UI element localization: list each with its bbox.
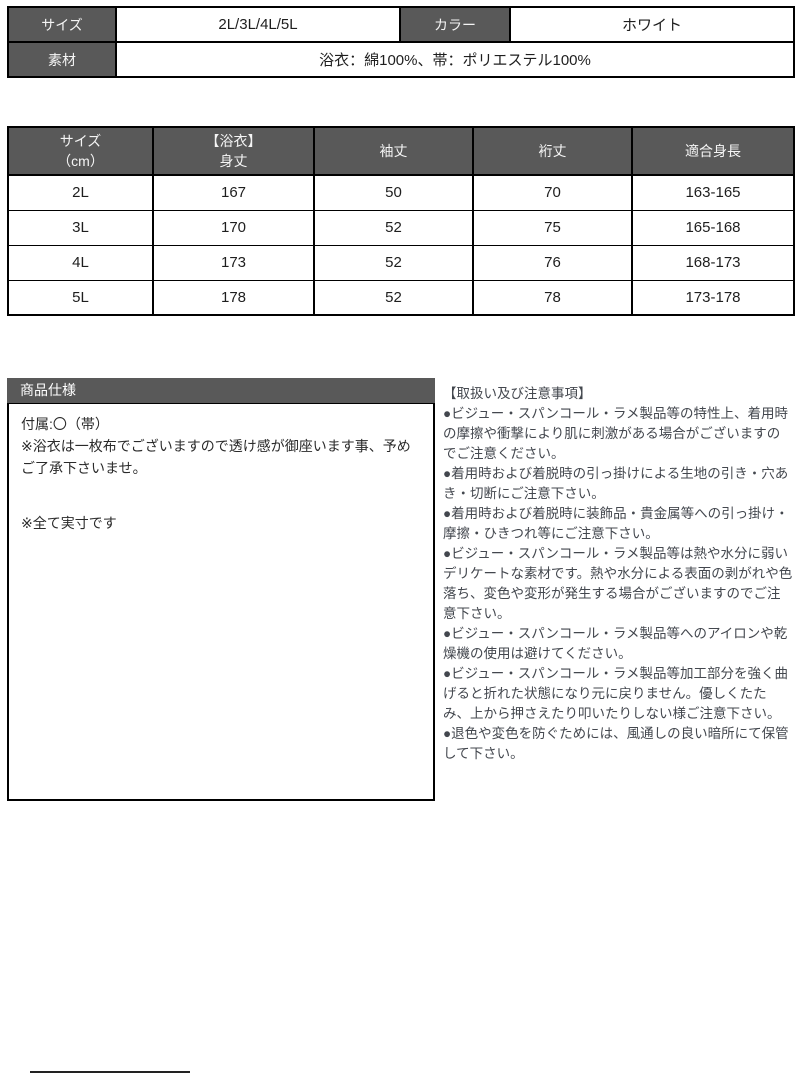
- cell-sodetake: 50: [313, 174, 474, 211]
- table-row: 素材 浴衣：綿100%、帯：ポリエステル100%: [7, 41, 795, 78]
- cell-yukitake: 70: [472, 174, 633, 211]
- size-value-cell: 2L/3L/4L/5L: [115, 6, 401, 43]
- spec-summary-table: サイズ 2L/3L/4L/5L カラー ホワイト 素材 浴衣：綿100%、帯：ポ…: [7, 6, 795, 78]
- material-value-cell: 浴衣：綿100%、帯：ポリエステル100%: [115, 41, 795, 78]
- handling-note-item: ●退色や変色を防ぐためには、風通しの良い暗所にて保管して下さい。: [443, 726, 789, 761]
- cell-size: 4L: [7, 244, 154, 281]
- handling-note-item: ●ビジュー・スパンコール・ラメ製品等は熱や水分に弱いデリケートな素材です。熱や水…: [443, 546, 793, 621]
- spec-line-measurements: ※全て実寸です: [21, 515, 117, 531]
- bottom-section: 商品仕様 付属:〇（帯） ※浴衣は一枚布でございますので透け感が御座います事、予…: [7, 378, 793, 801]
- color-label-cell: カラー: [399, 6, 511, 43]
- handling-note-item: ●ビジュー・スパンコール・ラメ製品等へのアイロンや乾燥機の使用は避けてください。: [443, 626, 788, 661]
- cell-size: 5L: [7, 279, 154, 316]
- material-label-cell: 素材: [7, 41, 117, 78]
- cell-fit-height: 165-168: [631, 209, 795, 246]
- cell-fit-height: 163-165: [631, 174, 795, 211]
- cell-mitake: 167: [152, 174, 315, 211]
- cell-mitake: 178: [152, 279, 315, 316]
- cell-mitake: 173: [152, 244, 315, 281]
- cell-size: 3L: [7, 209, 154, 246]
- handling-note-item: ●ビジュー・スパンコール・ラメ製品等の特性上、着用時の摩擦や衝撃により肌に刺激が…: [443, 406, 788, 461]
- table-row: 3L 170 52 75 165-168: [7, 209, 795, 246]
- header-sodetake: 袖丈: [313, 126, 474, 176]
- product-spec-box: 商品仕様 付属:〇（帯） ※浴衣は一枚布でございますので透け感が御座います事、予…: [7, 378, 435, 801]
- table-row: 2L 167 50 70 163-165: [7, 174, 795, 211]
- cell-yukitake: 78: [472, 279, 633, 316]
- cell-fit-height: 168-173: [631, 244, 795, 281]
- handling-note-item: ●ビジュー・スパンコール・ラメ製品等加工部分を強く曲げると折れた状態になり元に戻…: [443, 666, 788, 721]
- cell-size: 2L: [7, 174, 154, 211]
- product-spec-body: 付属:〇（帯） ※浴衣は一枚布でございますので透け感が御座います事、予めご了承下…: [7, 403, 435, 801]
- header-size-cm: サイズ （cm）: [7, 126, 154, 176]
- cell-sodetake: 52: [313, 244, 474, 281]
- header-yukata-mitake: 【浴衣】 身丈: [152, 126, 315, 176]
- header-yukitake: 裄丈: [472, 126, 633, 176]
- table-row: 5L 178 52 78 173-178: [7, 279, 795, 316]
- handling-notes: 【取扱い及び注意事項】 ●ビジュー・スパンコール・ラメ製品等の特性上、着用時の摩…: [443, 378, 793, 764]
- cell-sodetake: 52: [313, 279, 474, 316]
- table-row: 4L 173 52 76 168-173: [7, 244, 795, 281]
- cell-fit-height: 173-178: [631, 279, 795, 316]
- size-chart-table: サイズ （cm） 【浴衣】 身丈 袖丈 裄丈 適合身長 2L 167 50 70…: [7, 126, 795, 316]
- cell-mitake: 170: [152, 209, 315, 246]
- cell-sodetake: 52: [313, 209, 474, 246]
- header-fit-height: 適合身長: [631, 126, 795, 176]
- spec-line-accessory: 付属:〇（帯）: [21, 416, 109, 432]
- product-spec-title: 商品仕様: [7, 378, 435, 403]
- size-chart-header-row: サイズ （cm） 【浴衣】 身丈 袖丈 裄丈 適合身長: [7, 126, 795, 176]
- handling-notes-title: 【取扱い及び注意事項】: [443, 386, 592, 401]
- handling-note-item: ●着用時および着脱時に装飾品・貴金属等への引っ掛け・摩擦・ひきつれ等にご注意下さ…: [443, 506, 789, 541]
- product-spec-page: サイズ 2L/3L/4L/5L カラー ホワイト 素材 浴衣：綿100%、帯：ポ…: [0, 6, 800, 1073]
- handling-note-item: ●着用時および着脱時の引っ掛けによる生地の引き・穴あき・切断にご注意下さい。: [443, 466, 789, 501]
- color-value-cell: ホワイト: [509, 6, 795, 43]
- size-label-cell: サイズ: [7, 6, 117, 43]
- cell-yukitake: 76: [472, 244, 633, 281]
- table-row: サイズ 2L/3L/4L/5L カラー ホワイト: [7, 6, 795, 43]
- spec-line-sheerness: ※浴衣は一枚布でございますので透け感が御座います事、予めご了承下さいませ。: [21, 438, 411, 476]
- cell-yukitake: 75: [472, 209, 633, 246]
